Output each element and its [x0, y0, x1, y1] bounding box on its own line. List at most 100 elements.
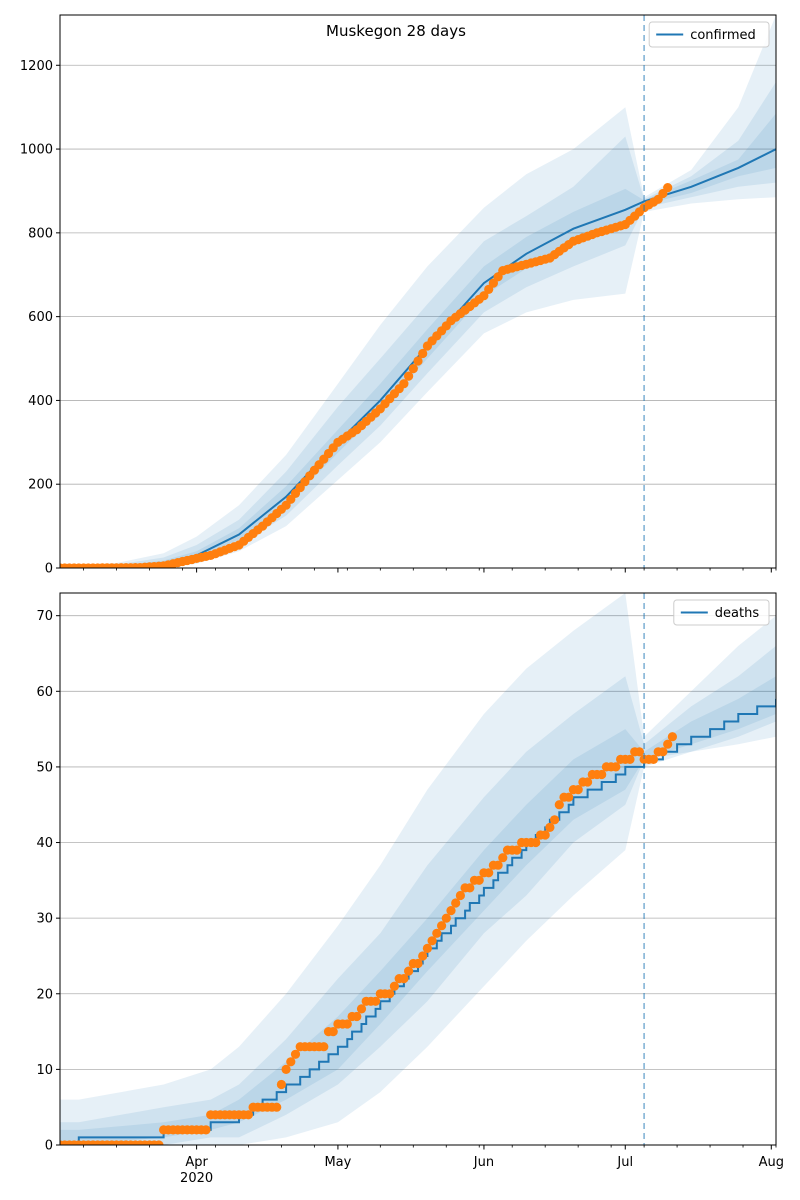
observed-point: [243, 1110, 253, 1120]
observed-point: [667, 732, 678, 742]
observed-point: [564, 792, 574, 802]
observed-point: [493, 860, 503, 870]
observed-point: [413, 356, 423, 366]
y-tick-label: 60: [36, 685, 53, 700]
axes-frame: [59, 592, 777, 1146]
observed-point: [281, 1064, 291, 1074]
observed-point: [488, 278, 498, 288]
observed-point: [427, 936, 437, 946]
observed-point: [484, 868, 494, 878]
observed-point: [611, 762, 621, 772]
uncertainty-band-3: [60, 113, 776, 568]
legend-label: confirmed: [690, 28, 756, 43]
observed-point: [540, 830, 550, 840]
y-tick-label: 600: [28, 310, 53, 325]
observed-point: [484, 284, 494, 294]
uncertainty-band-2: [60, 82, 776, 568]
observed-point: [474, 875, 484, 885]
observed-point: [441, 913, 451, 923]
observed-point: [404, 966, 414, 976]
observed-point: [371, 996, 381, 1006]
y-tick-label: 10: [36, 1063, 53, 1078]
observed-point: [404, 371, 414, 381]
uncertainty-band-3: [60, 676, 776, 1145]
y-tick-label: 200: [28, 478, 53, 493]
observed-point: [418, 951, 428, 961]
y-tick-label: 0: [45, 562, 53, 577]
observed-point: [531, 837, 541, 848]
observed-point: [385, 989, 395, 999]
observed-point: [658, 747, 668, 757]
axes-frame: [59, 14, 777, 569]
x-tick-label: Jun: [473, 1155, 494, 1170]
observed-point: [319, 1042, 329, 1052]
y-tick-label: 20: [36, 987, 53, 1002]
observed-point: [634, 747, 645, 757]
observed-point: [663, 739, 673, 749]
observed-point: [545, 822, 555, 833]
y-tick-label: 400: [28, 394, 53, 409]
chart-title: Muskegon 28 days: [326, 22, 466, 40]
uncertainty-band-1: [60, 593, 776, 1145]
observed-point: [276, 1079, 286, 1090]
legend-label: deaths: [715, 606, 760, 621]
observed-point: [389, 981, 399, 991]
legend-box: [648, 21, 770, 48]
observed-point: [465, 883, 475, 893]
y-tick-label: 1000: [20, 143, 53, 158]
observed-point: [573, 785, 583, 795]
observed-point: [479, 291, 489, 301]
x-tick-label: Apr: [185, 1155, 208, 1170]
legend-box: [673, 599, 770, 626]
fit-line-deaths: [60, 698, 776, 1145]
observed-point: [451, 898, 461, 908]
observed-point: [286, 1057, 296, 1067]
plot-area: [60, 593, 776, 1145]
observed-point: [512, 845, 522, 855]
observed-point: [498, 853, 508, 863]
y-tick-label: 50: [36, 760, 53, 775]
x-tick-sublabel: 2020: [180, 1171, 213, 1186]
uncertainty-band-1: [60, 15, 776, 568]
observed-point: [342, 1019, 352, 1029]
observed-point: [290, 1049, 301, 1059]
observed-point: [583, 777, 593, 787]
observed-point: [554, 800, 564, 810]
observed-point: [408, 364, 418, 374]
observed-point: [399, 379, 409, 389]
observed-point: [352, 1011, 362, 1022]
y-tick-label: 40: [36, 836, 53, 851]
observed-point: [663, 183, 673, 193]
plot-area: [60, 15, 776, 568]
observed-point: [413, 958, 423, 969]
y-tick-label: 70: [36, 609, 53, 624]
observed-point: [154, 1140, 164, 1145]
observed-point: [399, 974, 409, 984]
observed-point: [597, 769, 607, 780]
observed-point: [328, 1027, 338, 1037]
x-tick-label: Jul: [616, 1155, 633, 1170]
observed-point: [272, 1102, 282, 1112]
observed-point: [432, 928, 442, 938]
legend: deaths: [673, 599, 770, 626]
observed-point: [437, 921, 447, 931]
observed-point: [648, 754, 659, 765]
observed-point: [422, 943, 432, 954]
observed-point: [418, 348, 428, 359]
observed-point: [455, 890, 465, 901]
y-tick-label: 0: [45, 1139, 53, 1154]
x-tick-label: Aug: [759, 1155, 784, 1170]
observed-point: [356, 1004, 367, 1014]
observed-point: [625, 754, 635, 765]
observed-point: [550, 815, 560, 825]
x-tick-label: May: [324, 1155, 351, 1170]
observed-point: [446, 906, 456, 916]
y-tick-label: 1200: [20, 59, 53, 74]
observed-point: [201, 1125, 211, 1135]
y-tick-label: 800: [28, 226, 53, 241]
confirmed-panel: 0 200 400 600 800 1000 1200 Muskegon 28 days con…: [20, 14, 777, 577]
legend: confirmed: [648, 21, 770, 48]
